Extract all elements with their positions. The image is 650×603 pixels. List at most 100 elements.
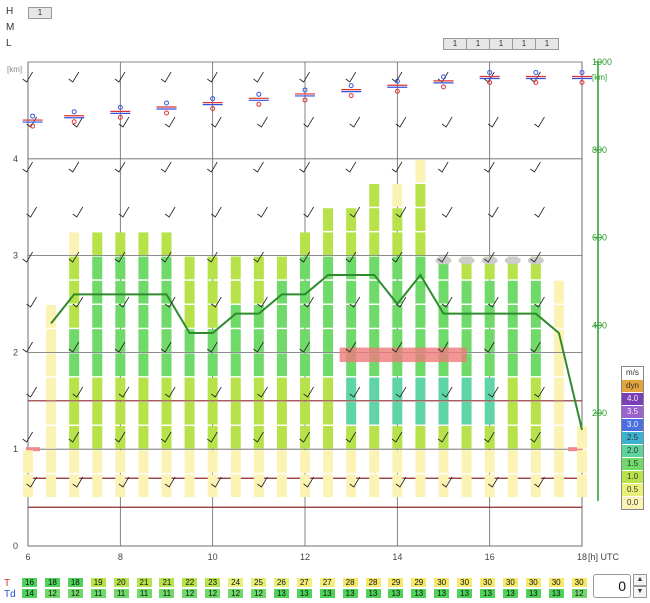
thermal-cell bbox=[438, 305, 449, 328]
wind-barb bbox=[530, 341, 541, 353]
thermal-cell bbox=[138, 474, 149, 498]
thermal-cell bbox=[484, 305, 495, 328]
thermal-cell bbox=[392, 232, 403, 256]
temperature-cell: 30 bbox=[434, 578, 450, 587]
wind-barb bbox=[207, 71, 218, 83]
x-tick-label: 16 bbox=[485, 552, 495, 562]
wind-barb bbox=[395, 116, 407, 128]
wind-barb bbox=[530, 251, 541, 263]
thermal-cell bbox=[438, 256, 449, 280]
thermal-cell bbox=[46, 401, 57, 425]
thermal-cell bbox=[161, 305, 172, 328]
legend-entry: dyn bbox=[622, 379, 643, 392]
thermal-cell bbox=[69, 256, 80, 280]
day-offset-stepper[interactable]: 0 bbox=[593, 574, 631, 598]
wind-barb bbox=[207, 251, 218, 263]
wind-barb bbox=[164, 386, 176, 398]
thermal-cell bbox=[253, 450, 264, 473]
thermal-cell bbox=[69, 450, 80, 473]
thermal-cell bbox=[300, 353, 310, 377]
legend-entry: 1.0 bbox=[622, 470, 643, 483]
dewpoint-cell: 12 bbox=[182, 589, 198, 598]
level-marker-dot bbox=[394, 88, 400, 94]
thermal-cell bbox=[276, 401, 287, 425]
y-right-tick-label: 800 bbox=[592, 145, 607, 155]
thermal-cell bbox=[92, 401, 103, 425]
legend-entry: 3.5 bbox=[622, 405, 643, 418]
wind-barb bbox=[437, 161, 449, 173]
wind-barb bbox=[345, 341, 357, 353]
thermal-cell bbox=[184, 450, 195, 473]
thermal-cell bbox=[253, 305, 264, 328]
thermal-cell bbox=[507, 377, 518, 401]
wind-barb bbox=[395, 206, 407, 218]
thermal-cell bbox=[253, 401, 264, 425]
thermal-cell bbox=[553, 474, 564, 498]
wind-barb bbox=[114, 431, 126, 443]
y-left-axis-unit: [km] bbox=[7, 65, 22, 74]
thermal-cell bbox=[161, 474, 172, 498]
temperature-cell: 29 bbox=[388, 578, 404, 587]
x-tick-label: 18 bbox=[577, 552, 587, 562]
wind-barb bbox=[207, 431, 218, 443]
x-axis-unit: [h] UTC bbox=[588, 552, 620, 562]
thermal-cell bbox=[484, 426, 495, 449]
thermal-cell bbox=[461, 353, 472, 377]
layer-label-high: H bbox=[6, 6, 14, 17]
thermal-cell bbox=[161, 450, 172, 473]
thermal-cell bbox=[323, 208, 334, 231]
high-cloud-box[interactable]: 1 bbox=[28, 7, 52, 19]
legend-title: m/s bbox=[626, 368, 639, 377]
thermal-cell bbox=[438, 426, 449, 449]
thermal-cell bbox=[369, 450, 380, 473]
thermal-cell bbox=[346, 401, 357, 425]
thermal-cell bbox=[415, 450, 426, 473]
wind-barb bbox=[441, 386, 453, 398]
thermal-cell bbox=[577, 426, 587, 449]
thermal-cell bbox=[184, 329, 195, 352]
wind-barb bbox=[530, 431, 541, 443]
wind-barb bbox=[114, 341, 126, 353]
thermal-cell bbox=[415, 280, 426, 304]
level-marker-dot bbox=[533, 80, 539, 86]
wind-barb bbox=[303, 386, 314, 398]
dewpoint-cell: 11 bbox=[90, 589, 106, 598]
thermal-cell bbox=[207, 329, 218, 352]
thermal-cell bbox=[415, 232, 426, 256]
thermal-cell bbox=[276, 450, 287, 473]
temperature-cell: 30 bbox=[548, 578, 564, 587]
wind-barb bbox=[441, 116, 453, 128]
thermal-cell bbox=[207, 426, 218, 449]
thermal-cell bbox=[438, 280, 449, 304]
thermal-cell bbox=[184, 377, 195, 401]
wind-barb bbox=[395, 386, 407, 398]
wind-barb bbox=[299, 431, 310, 443]
wind-barb bbox=[437, 431, 449, 443]
legend-entry: 2.0 bbox=[622, 444, 643, 457]
legend-entry: 2.5 bbox=[622, 431, 643, 444]
wind-barb bbox=[257, 116, 268, 128]
wind-barb bbox=[68, 71, 80, 83]
wind-barb bbox=[488, 206, 499, 218]
thermal-cell bbox=[507, 450, 518, 473]
stepper-up-button[interactable]: ▲ bbox=[633, 574, 647, 586]
wind-barb bbox=[299, 71, 310, 83]
thermal-cell bbox=[346, 377, 357, 401]
thermal-cell bbox=[346, 426, 357, 449]
stepper-down-button[interactable]: ▼ bbox=[633, 586, 647, 598]
y-right-tick-label: 400 bbox=[592, 320, 607, 330]
wind-barb bbox=[349, 476, 361, 488]
dewpoint-cell: 13 bbox=[457, 589, 473, 598]
level-marker-dot bbox=[533, 70, 539, 76]
dewpoint-cell: 13 bbox=[548, 589, 564, 598]
level-marker-dot bbox=[579, 70, 585, 76]
temperature-cell: 26 bbox=[273, 578, 289, 587]
level-marker-dot bbox=[441, 74, 446, 80]
thermal-cell bbox=[138, 377, 149, 401]
thermal-cell bbox=[553, 401, 564, 425]
thermal-cell bbox=[161, 401, 172, 425]
wind-barb bbox=[395, 296, 407, 308]
thermal-cell bbox=[46, 426, 57, 449]
low-cloud-box[interactable]: 1 bbox=[535, 38, 559, 50]
legend-entry: 4.0 bbox=[622, 392, 643, 405]
